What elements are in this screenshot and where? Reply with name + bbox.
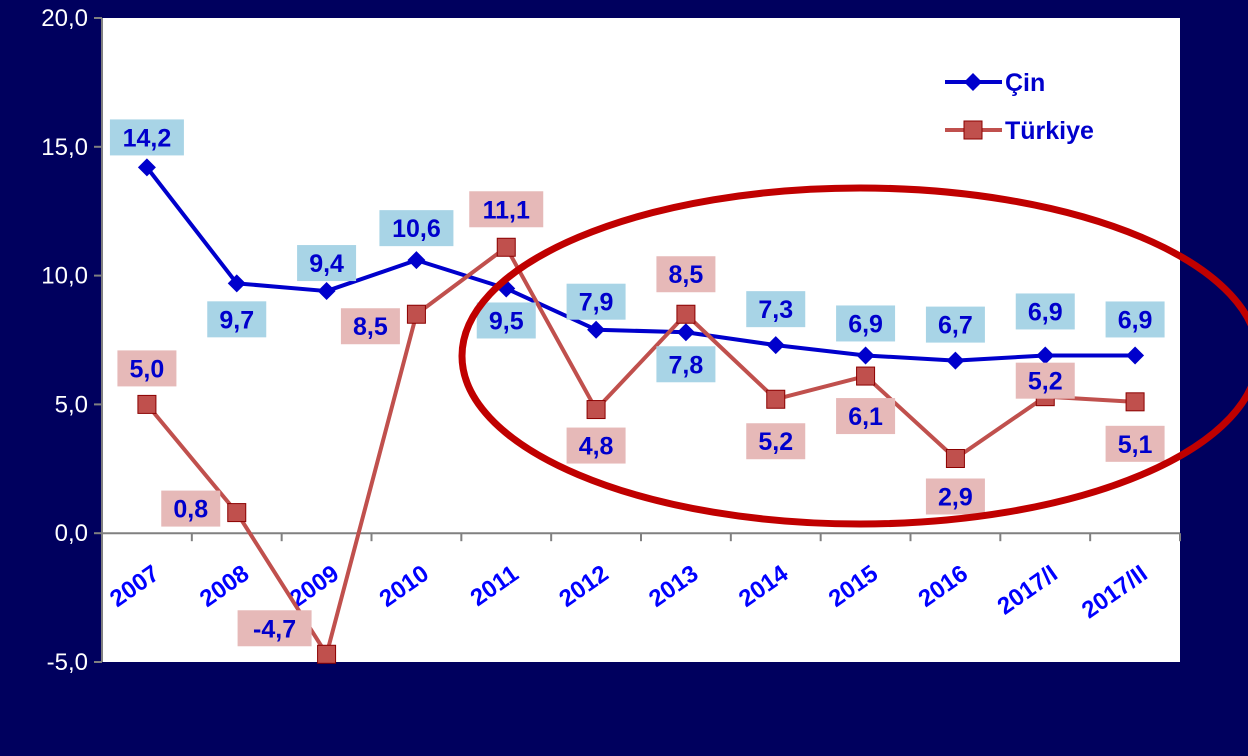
- data-label: 4,8: [579, 433, 614, 461]
- data-label: 9,4: [309, 250, 344, 278]
- data-point-turkiye: [227, 503, 247, 523]
- series-line-turkiye: [145, 245, 1136, 657]
- data-point-cin: [1126, 346, 1145, 365]
- data-label-box: [161, 490, 221, 527]
- series-layer: [137, 158, 1145, 664]
- data-label: 9,7: [219, 306, 254, 334]
- data-label: 8,5: [669, 261, 704, 289]
- y-tick-label: 20,0: [41, 5, 88, 32]
- data-label-box: [836, 305, 896, 342]
- data-label-box: [925, 306, 985, 343]
- data-label: 6,9: [1028, 298, 1063, 326]
- data-point-cin: [676, 323, 695, 342]
- y-tick-label: 15,0: [41, 134, 88, 161]
- data-point-turkiye: [856, 366, 876, 386]
- data-label-box: [566, 283, 626, 320]
- data-label-box: [656, 346, 716, 383]
- data-label-box: [925, 478, 985, 515]
- data-point-turkiye: [766, 389, 786, 409]
- data-labels: 14,2 9,7 9,4 10,6 9,5 7,9 7,8 7,3 6,9 6,7 6,9 6,9 5,…: [109, 119, 1165, 647]
- y-tick-label: 5,0: [55, 391, 88, 418]
- highlight-ellipse: [458, 184, 1248, 528]
- data-label: 10,6: [392, 215, 441, 243]
- data-label: 7,3: [758, 296, 793, 324]
- data-point-cin: [317, 282, 336, 301]
- data-point-turkiye: [1125, 392, 1145, 412]
- plot-area: [102, 18, 1180, 662]
- data-label-box: [117, 350, 177, 387]
- data-label: 6,7: [938, 312, 973, 340]
- data-label-box: [379, 210, 454, 247]
- data-point-turkiye: [317, 644, 337, 664]
- data-label: 2,9: [938, 483, 973, 511]
- data-point-cin: [946, 351, 965, 370]
- legend-label: Türkiye: [1005, 117, 1094, 145]
- data-point-cin: [856, 346, 875, 365]
- data-label: 0,8: [173, 496, 208, 524]
- data-point-turkiye: [137, 394, 157, 414]
- data-label-box: [469, 191, 544, 228]
- series-line-cin: [145, 166, 1136, 363]
- data-label-box: [1015, 293, 1075, 330]
- y-tick-label: 0,0: [55, 520, 88, 547]
- data-point-cin: [766, 336, 785, 355]
- data-label-box: [340, 308, 400, 345]
- y-tick-label: 10,0: [41, 263, 88, 290]
- data-label: 9,5: [489, 307, 524, 335]
- data-label-box: [237, 610, 312, 647]
- legend-marker: [964, 73, 982, 91]
- data-label-box: [1105, 425, 1165, 462]
- y-tick-label: -5,0: [47, 649, 88, 676]
- data-label: 5,2: [758, 428, 793, 456]
- data-label-box: [297, 245, 357, 282]
- data-label-box: [476, 302, 536, 339]
- data-point-cin: [1036, 346, 1055, 365]
- legend: Çin Türkiye: [945, 69, 1094, 145]
- data-label: -4,7: [253, 615, 296, 643]
- data-label-box: [836, 398, 896, 435]
- data-label: 14,2: [123, 124, 172, 152]
- data-label: 8,5: [353, 313, 388, 341]
- data-point-turkiye: [676, 304, 696, 324]
- legend-label: Çin: [1005, 69, 1045, 97]
- data-point-turkiye: [945, 448, 965, 468]
- data-point-cin: [587, 320, 606, 339]
- data-point-cin: [407, 251, 426, 270]
- data-label-box: [109, 119, 184, 156]
- data-label: 5,0: [130, 355, 165, 383]
- data-label: 6,1: [848, 403, 883, 431]
- data-point-cin: [227, 274, 246, 293]
- data-label-box: [746, 423, 806, 460]
- data-label-box: [656, 256, 716, 293]
- data-label: 7,8: [669, 351, 704, 379]
- data-label-box: [207, 301, 267, 338]
- data-label-box: [566, 427, 626, 464]
- data-point-turkiye: [586, 400, 606, 420]
- data-label-box: [1015, 362, 1075, 399]
- data-label: 11,1: [483, 196, 530, 224]
- legend-marker: [963, 120, 983, 140]
- data-label-box: [746, 291, 806, 328]
- data-label: 6,9: [848, 310, 883, 338]
- data-label-box: [1105, 301, 1165, 338]
- data-label: 6,9: [1118, 306, 1153, 334]
- data-label: 5,2: [1028, 368, 1063, 396]
- data-label: 7,9: [579, 289, 614, 317]
- data-point-cin: [137, 158, 156, 177]
- data-point-turkiye: [496, 237, 516, 257]
- data-label: 5,1: [1118, 431, 1153, 459]
- data-point-turkiye: [406, 304, 426, 324]
